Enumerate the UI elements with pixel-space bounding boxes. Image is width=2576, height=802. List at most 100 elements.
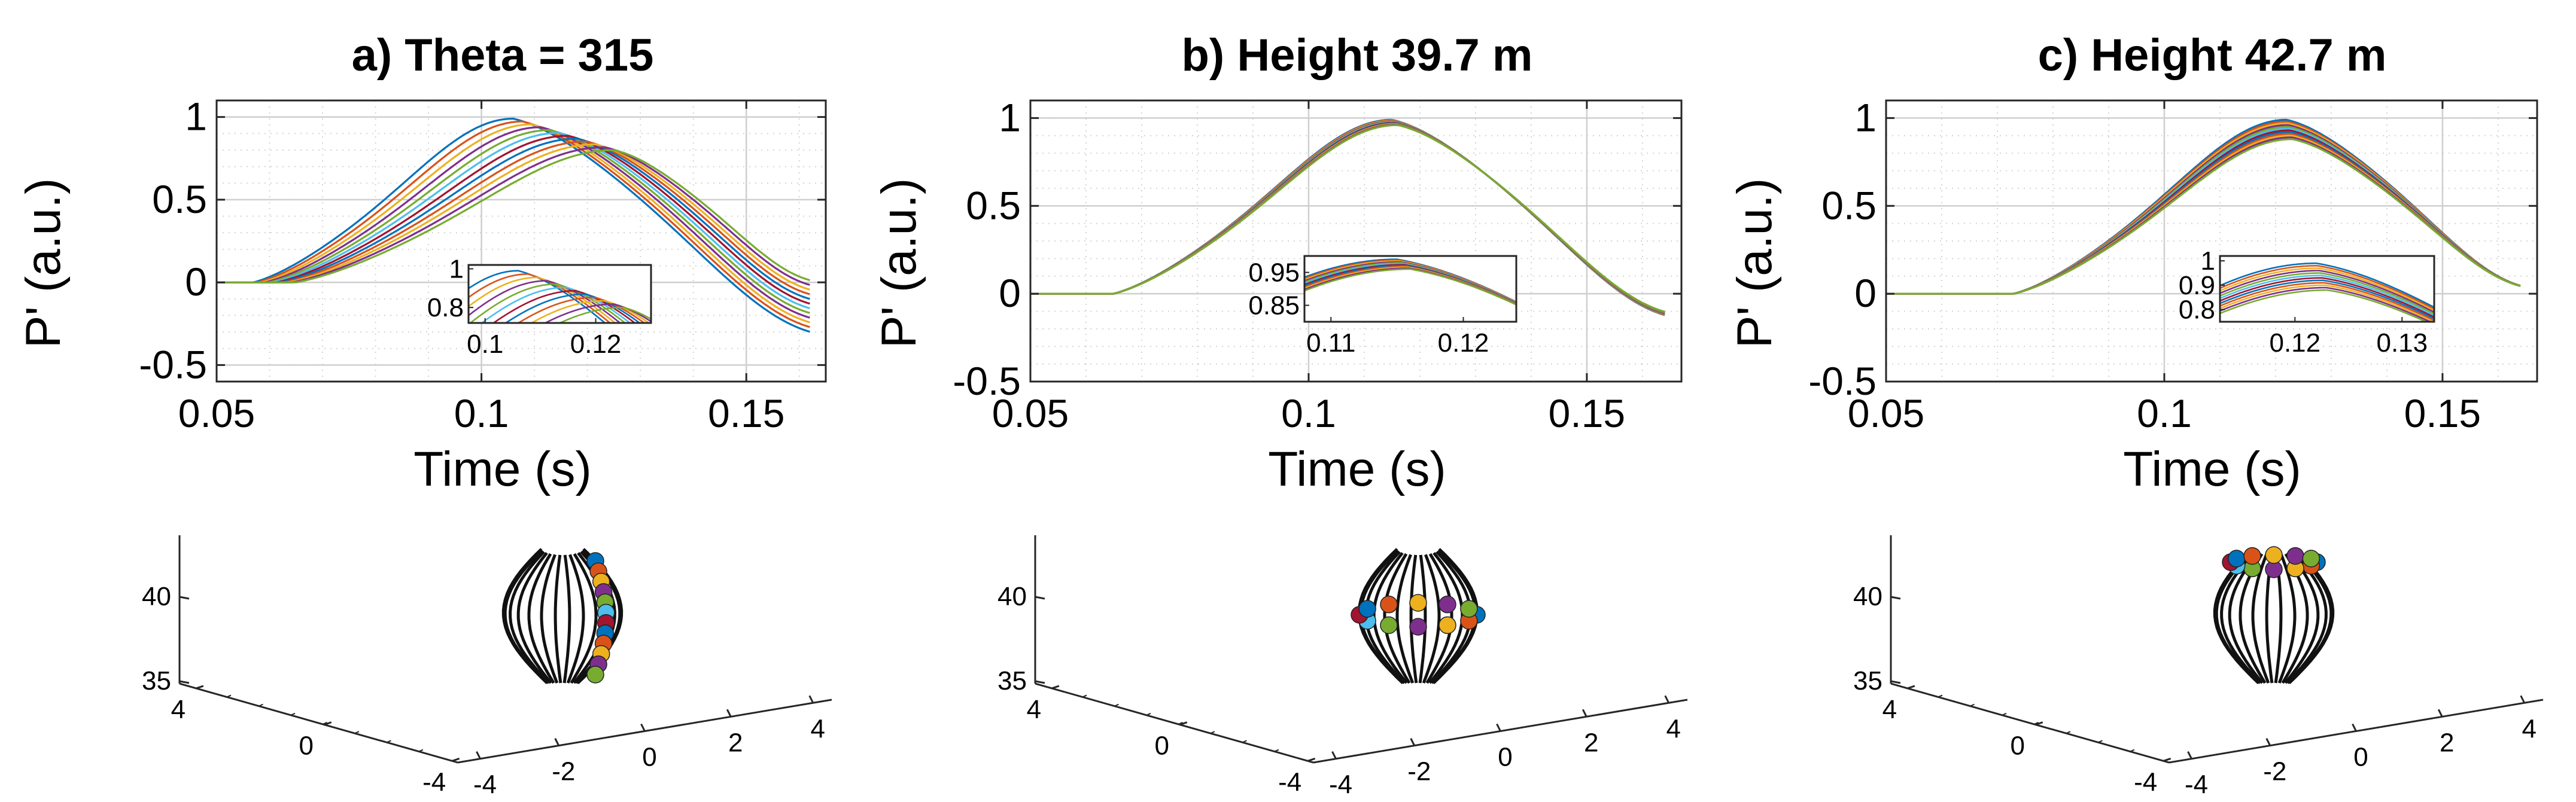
z-tick-label: 35 — [997, 666, 1027, 696]
z-tick-mark — [1890, 680, 1901, 684]
left-tick-mark — [2035, 721, 2043, 726]
z-tick-label: 40 — [142, 582, 171, 611]
x-tick-label: 0.05 — [178, 391, 255, 435]
array-arm — [1409, 554, 1418, 684]
left-tick-mark — [1307, 757, 1316, 762]
inset-series-line — [2220, 272, 2434, 315]
microphone-marker — [2243, 547, 2261, 565]
inset-series-line — [2220, 284, 2434, 322]
panel-c-plot: 0.05 0.1 0.15-0.500.510.12 0.130.80.91 — [1808, 95, 2538, 435]
left-axis — [1890, 682, 2170, 764]
y-tick-label: 1 — [185, 94, 207, 139]
x-tick-label: 0.15 — [1549, 391, 1625, 435]
left-tick-label: -4 — [1278, 767, 1301, 797]
left-minor-tick — [1082, 694, 1087, 698]
right-tick-mark — [1410, 737, 1416, 746]
left-minor-tick — [2130, 749, 2135, 752]
z-tick-mark — [179, 680, 190, 684]
left-tick-label: -4 — [422, 767, 446, 797]
right-tick-mark — [1331, 751, 1337, 760]
y-tick-label: -0.5 — [953, 359, 1021, 403]
series-group — [217, 117, 810, 333]
left-tick-mark — [1179, 721, 1188, 726]
inset-series-line — [504, 293, 641, 323]
inset-series-line — [469, 283, 626, 323]
array-arm — [566, 554, 585, 684]
inset-y-tick-label: 0.8 — [2179, 295, 2215, 325]
inset-series-line — [480, 286, 631, 323]
inset-series-line — [2220, 286, 2432, 322]
microphone-marker — [1460, 600, 1478, 618]
array-arm — [570, 553, 598, 684]
series-line — [217, 143, 810, 291]
right-tick-label: 0 — [1498, 743, 1512, 772]
array-arm — [503, 549, 549, 684]
left-tick-mark — [1051, 685, 1060, 690]
panel-b-ylabel: P' (a.u.) — [872, 178, 926, 349]
left-minor-tick — [1274, 749, 1279, 752]
inset-series-line — [1304, 268, 1516, 306]
microphone-marker — [1409, 594, 1427, 612]
array-arm — [1418, 554, 1427, 684]
array-arm — [2284, 552, 2320, 684]
inset: 0.1 0.12 0.8 1 — [427, 254, 652, 359]
inset-x-tick-label: 0.13 — [2376, 328, 2428, 358]
plot-area — [1886, 100, 2537, 382]
inset-series-line — [2220, 270, 2434, 313]
z-tick-mark — [1035, 680, 1045, 684]
left-tick-mark — [1907, 685, 1915, 690]
left-minor-tick — [354, 731, 360, 734]
right-tick-label: -2 — [2263, 757, 2286, 786]
inset-box — [1303, 255, 1517, 323]
x-tick-label: 0.05 — [1848, 391, 1924, 435]
right-tick-label: 4 — [811, 714, 825, 743]
series-line — [217, 126, 810, 319]
z-tick-mark — [179, 596, 190, 600]
right-tick-label: -2 — [1407, 757, 1431, 786]
inset-x-tick-label: 0.12 — [1438, 328, 1489, 358]
series-line — [217, 135, 810, 305]
left-minor-tick — [1242, 740, 1247, 743]
plot-area — [217, 100, 826, 382]
inset-series-line — [558, 306, 651, 323]
series-line — [217, 123, 810, 324]
x-tick-label: 0.1 — [454, 391, 509, 435]
left-axis — [1035, 682, 1314, 764]
array-arm — [540, 554, 559, 684]
microphone-marker — [2302, 550, 2320, 568]
x-tick-label: 0.1 — [2137, 391, 2192, 435]
left-minor-tick — [226, 694, 232, 698]
z-tick-label: 40 — [997, 582, 1027, 611]
array-arm — [553, 554, 562, 684]
left-axis — [179, 682, 458, 764]
inset-series-line — [469, 276, 616, 323]
x-tick-label: 0.1 — [1281, 391, 1336, 435]
left-tick-label: 4 — [171, 695, 185, 724]
inset-series-line — [2220, 279, 2434, 320]
y-tick-label: -0.5 — [139, 342, 207, 386]
series-line — [217, 132, 810, 310]
array-arm — [527, 553, 555, 684]
right-tick-label: 4 — [2522, 714, 2537, 743]
series-line — [217, 149, 810, 283]
inset-x-tick-label: 0.12 — [570, 330, 622, 359]
marker-group — [586, 552, 615, 684]
y-tick-label: 0 — [999, 271, 1021, 315]
array-arm — [2251, 554, 2270, 684]
left-tick-label: 0 — [299, 731, 314, 761]
microphone-marker — [2265, 546, 2283, 564]
panel-a-plot: 0.05 0.1 0.15 -0.5 0 0.5 1 0.1 0.12 0.8 1 — [139, 94, 827, 435]
microphone-marker — [2227, 550, 2246, 568]
x-tick-label: 0.05 — [992, 391, 1069, 435]
series-line — [217, 120, 810, 328]
left-minor-tick — [1114, 703, 1119, 707]
right-tick-label: 0 — [642, 743, 656, 772]
left-minor-tick — [1178, 722, 1183, 725]
microphone-marker — [586, 666, 604, 684]
inset-series-line — [469, 270, 606, 323]
z-tick-mark — [1035, 596, 1045, 600]
panel-a: a) Theta = 315 0.05 0.1 0.15-0.500.510.1 0.… — [16, 30, 827, 496]
left-minor-tick — [1970, 703, 1975, 707]
